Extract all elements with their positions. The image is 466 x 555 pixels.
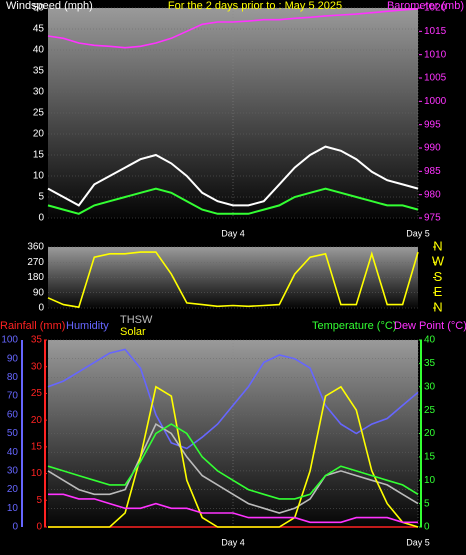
y2-tick-label: 1000 <box>424 96 447 107</box>
y2-tick-label: 30 <box>424 381 436 392</box>
y2-tick-label: 990 <box>424 143 441 154</box>
y2-tick-label: N <box>433 299 442 314</box>
y2-tick-label: 25 <box>424 405 436 416</box>
y2-tick-label: 5 <box>424 498 430 509</box>
y3-tick-label: 5 <box>36 495 42 506</box>
series-line <box>47 348 419 450</box>
x-tick-label: Day 5 <box>406 537 430 547</box>
y2-tick-label: 980 <box>424 189 441 200</box>
y-tick-label: 80 <box>7 372 19 383</box>
y2-tick-label: E <box>434 284 443 299</box>
y-tick-label: 35 <box>33 66 45 77</box>
y2-tick-label: 10 <box>424 475 436 486</box>
chart-title: For the 2 days prior to : May 5 2025 <box>168 0 342 12</box>
series-line <box>47 145 419 207</box>
y3-tick-label: 20 <box>31 415 43 426</box>
y3-tick-label: 35 <box>31 335 43 346</box>
series-line <box>48 385 419 528</box>
y-tick-label: 180 <box>27 272 44 283</box>
y-tick-label: 20 <box>33 129 45 140</box>
y-tick-label: 50 <box>33 3 45 14</box>
series-line <box>47 8 419 49</box>
plot-area <box>48 247 418 308</box>
y-tick-label: 100 <box>1 335 18 346</box>
y-tick-label: 15 <box>33 150 45 161</box>
y-tick-label: 0 <box>12 522 18 533</box>
y-tick-label: 40 <box>33 45 45 56</box>
y-tick-label: 0 <box>38 303 44 314</box>
series-line <box>47 422 419 514</box>
legend-entry: Dew Point (°C) <box>394 320 466 332</box>
legend-entry: Rainfall (mm) <box>0 320 65 332</box>
y3-tick-label: 30 <box>31 361 43 372</box>
y2-tick-label: 975 <box>424 213 441 224</box>
y-tick-label: 40 <box>7 447 19 458</box>
y-tick-label: 90 <box>33 287 45 298</box>
series-line <box>47 187 419 215</box>
y-tick-label: 10 <box>7 503 19 514</box>
y-tick-label: 45 <box>33 24 45 35</box>
y-tick-label: 30 <box>33 87 45 98</box>
series-line <box>48 493 418 524</box>
legend-entry: THSW <box>120 314 153 326</box>
x-tick-label: Day 4 <box>221 537 245 547</box>
legend-entry: Humidity <box>66 320 109 332</box>
y2-axis-label: Barometer (mb) <box>387 0 464 12</box>
y-tick-label: 20 <box>7 484 19 495</box>
y-tick-label: 0 <box>38 213 44 224</box>
y2-tick-label: W <box>432 254 445 269</box>
y3-tick-label: 0 <box>36 522 42 533</box>
y3-tick-label: 15 <box>31 441 43 452</box>
y-tick-label: 25 <box>33 108 45 119</box>
y2-tick-label: S <box>434 269 443 284</box>
y-tick-label: 50 <box>7 428 19 439</box>
y2-tick-label: 20 <box>424 428 436 439</box>
y2-tick-label: 35 <box>424 358 436 369</box>
y-tick-label: 5 <box>38 192 44 203</box>
y2-tick-label: 1005 <box>424 73 447 84</box>
y2-tick-label: 995 <box>424 119 441 130</box>
y-tick-label: 360 <box>27 242 44 253</box>
series-line <box>47 423 419 500</box>
legend-entry: Temperature (°C) <box>312 320 396 332</box>
y2-tick-label: 1020 <box>424 3 447 14</box>
y-tick-label: 10 <box>33 171 45 182</box>
y-tick-label: 60 <box>7 409 19 420</box>
y2-tick-label: 0 <box>424 522 430 533</box>
y-tick-label: 270 <box>27 257 44 268</box>
y2-tick-label: 1015 <box>424 26 447 37</box>
legend-entry: Solar <box>120 326 146 338</box>
y2-tick-label: 40 <box>424 335 436 346</box>
x-tick-label: Day 4 <box>221 228 245 238</box>
y2-tick-label: N <box>433 238 442 253</box>
y2-tick-label: 1010 <box>424 49 447 60</box>
y-tick-label: 30 <box>7 466 19 477</box>
series-line <box>47 251 419 309</box>
y3-tick-label: 10 <box>31 468 43 479</box>
x-tick-label: Day 5 <box>406 228 430 238</box>
y-tick-label: 70 <box>7 391 19 402</box>
y-axis-label: Windspeed (mph) <box>6 0 93 12</box>
y-tick-label: 90 <box>7 353 19 364</box>
y3-tick-label: 25 <box>31 388 43 399</box>
y2-tick-label: 15 <box>424 452 436 463</box>
y2-tick-label: 985 <box>424 166 441 177</box>
